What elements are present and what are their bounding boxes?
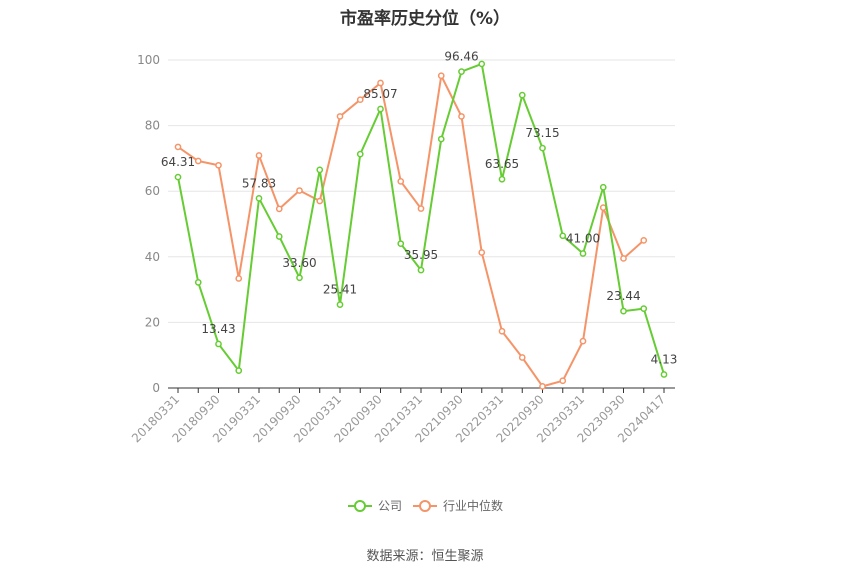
data-point-company — [194, 279, 202, 286]
y-tick-label: 0 — [152, 381, 160, 395]
legend: 公司 行业中位数 — [348, 498, 503, 513]
data-point-industry — [599, 204, 607, 211]
data-point-company — [498, 175, 506, 183]
data-point-industry — [255, 152, 263, 159]
y-tick-label: 40 — [145, 250, 160, 264]
series-line-industry — [177, 74, 645, 388]
data-point-company — [518, 91, 526, 99]
data-point-industry — [215, 161, 222, 169]
data-point-industry — [498, 327, 506, 335]
data-point-company — [316, 166, 324, 174]
grid-layer — [168, 59, 675, 323]
series-layer — [174, 60, 668, 390]
data-point-company — [478, 60, 486, 68]
data-label: 73.15 — [525, 126, 559, 140]
data-point-industry — [275, 205, 283, 213]
data-point-company — [215, 340, 222, 348]
data-point-company — [377, 105, 384, 113]
data-point-company — [579, 250, 587, 257]
data-point-industry — [174, 143, 182, 151]
data-label: 35.95 — [404, 248, 438, 262]
data-point-industry — [437, 72, 445, 80]
data-point-industry — [417, 205, 425, 212]
data-label: 57.83 — [242, 176, 276, 190]
y-tick-label: 100 — [137, 53, 160, 67]
data-point-industry — [539, 383, 546, 390]
data-point-industry — [235, 275, 243, 282]
data-point-industry — [518, 354, 526, 361]
data-label: 63.65 — [485, 157, 519, 171]
data-label: 4.13 — [651, 352, 678, 366]
legend-item-company[interactable]: 公司 — [348, 499, 402, 513]
data-point-company — [296, 274, 303, 282]
data-label: 41.00 — [566, 232, 600, 246]
data-point-company — [620, 307, 627, 315]
data-label: 25.41 — [323, 283, 357, 297]
data-point-company — [660, 371, 668, 378]
data-point-company — [336, 301, 344, 309]
legend-label-industry: 行业中位数 — [443, 498, 503, 513]
y-tick-label: 60 — [145, 184, 160, 198]
data-point-industry — [620, 255, 627, 262]
data-label: 96.46 — [444, 50, 478, 64]
legend-label-company: 公司 — [378, 499, 402, 513]
data-label: 13.43 — [201, 322, 235, 336]
data-label: 23.44 — [606, 289, 640, 303]
data-point-industry — [296, 187, 303, 194]
y-tick-label: 20 — [145, 315, 160, 329]
data-point-company — [275, 233, 283, 240]
data-point-industry — [559, 377, 567, 385]
data-point-company — [397, 240, 405, 248]
data-point-company — [235, 367, 243, 374]
data-point-industry — [336, 113, 344, 120]
data-label: 85.07 — [363, 87, 397, 101]
data-point-company — [356, 150, 364, 158]
series-line-company — [177, 62, 665, 375]
data-point-company — [539, 144, 546, 152]
chart-title: 市盈率历史分位（%） — [339, 9, 511, 29]
data-point-industry — [579, 337, 587, 345]
data-point-company — [599, 183, 607, 191]
data-point-industry — [194, 157, 202, 165]
y-tick-label: 80 — [145, 119, 160, 133]
data-point-company — [174, 173, 182, 181]
legend-item-industry[interactable]: 行业中位数 — [413, 498, 503, 513]
data-point-industry — [640, 237, 648, 244]
data-point-industry — [397, 178, 405, 185]
data-point-company — [559, 232, 567, 240]
data-point-industry — [316, 197, 324, 205]
data-point-industry — [356, 96, 364, 104]
data-label: 64.31 — [161, 155, 195, 169]
axis-layer: 0204060801002018033120180930201903312019… — [129, 53, 675, 445]
data-point-company — [417, 266, 425, 274]
data-point-company — [437, 135, 445, 143]
data-label: 33.60 — [282, 256, 316, 270]
data-point-industry — [458, 113, 465, 120]
data-point-industry — [377, 79, 384, 87]
data-point-company — [255, 194, 263, 202]
data-point-company — [640, 305, 648, 312]
data-label-layer: 64.31 13.43 57.83 33.60 25.41 85.07 35.95 96.46… — [161, 50, 678, 367]
source-note: 数据来源：恒生聚源 — [366, 549, 484, 564]
data-point-industry — [478, 249, 486, 256]
data-point-company — [458, 68, 465, 75]
